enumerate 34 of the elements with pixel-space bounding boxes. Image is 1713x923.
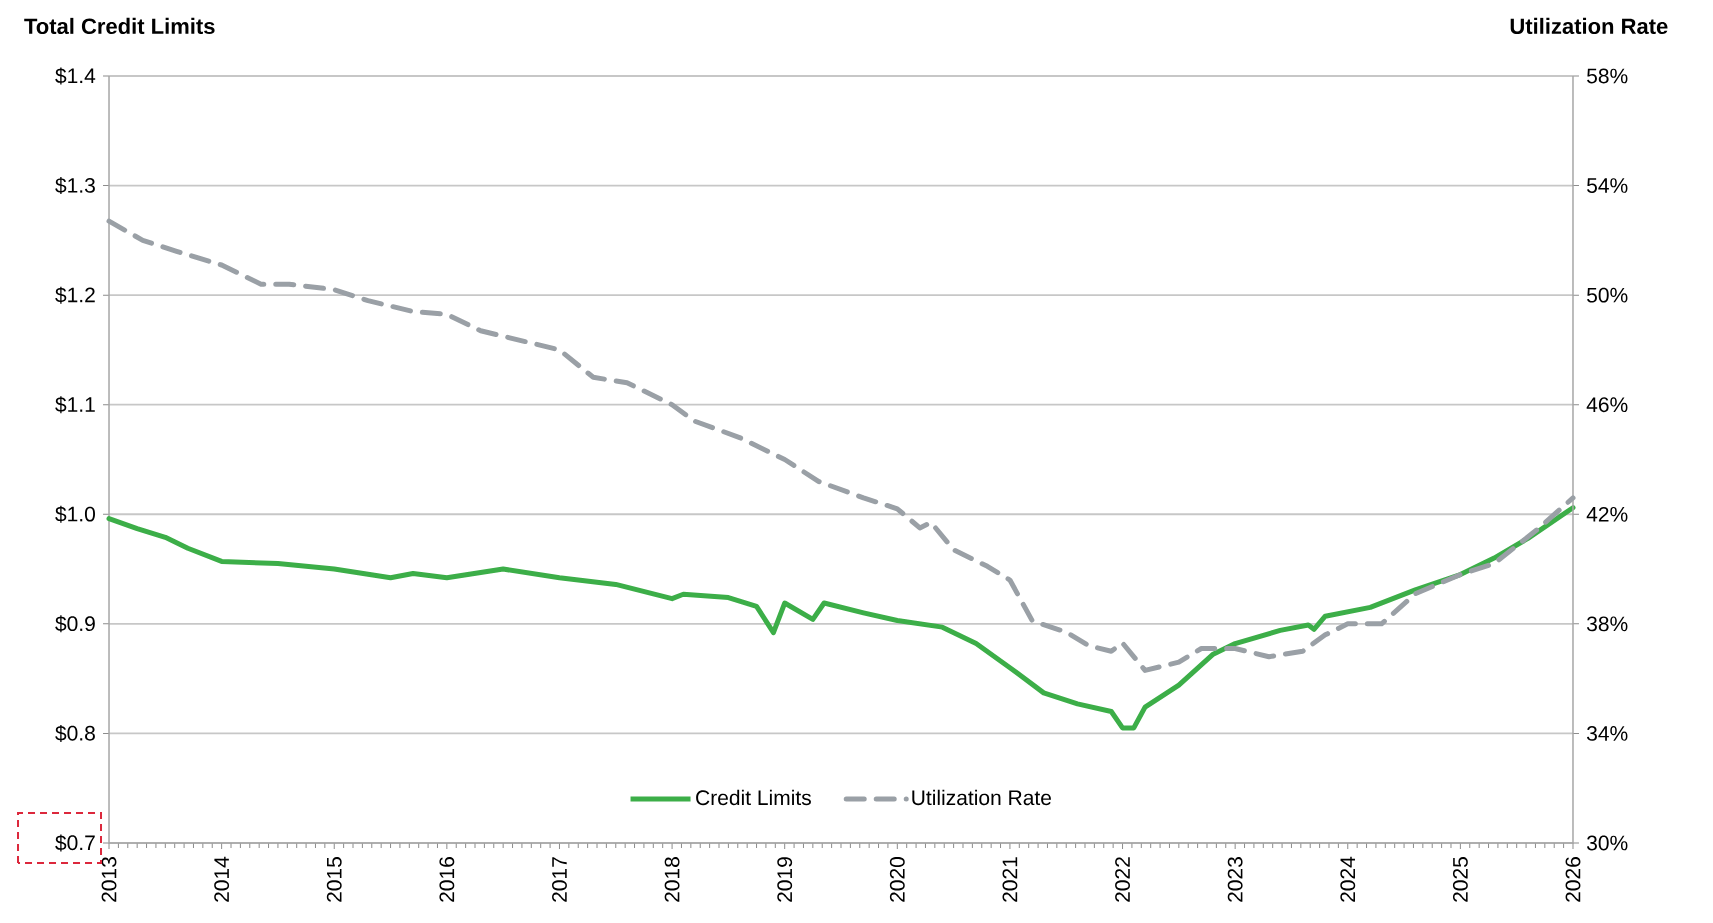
x-tick-label: 2025 bbox=[1452, 857, 1468, 902]
x-tick-label: 2013 bbox=[101, 857, 117, 902]
y-tick-label: $0.7 bbox=[55, 834, 95, 852]
x-tick-label: 2023 bbox=[1227, 857, 1243, 902]
x-tick-label: 2026 bbox=[1565, 857, 1581, 902]
y-axis-title: Total Credit Limits bbox=[24, 17, 215, 35]
y-tick-label: $0.9 bbox=[55, 615, 95, 633]
legend-label: Utilization Rate bbox=[912, 789, 1051, 806]
y2-tick-label: 58% bbox=[1587, 68, 1628, 84]
y2-tick-label: 50% bbox=[1587, 287, 1628, 303]
x-tick-label: 2014 bbox=[214, 856, 230, 902]
y2-axis-title: Utilization Rate bbox=[1510, 17, 1668, 35]
x-tick-label: 2024 bbox=[1340, 856, 1356, 902]
x-tick-label: 2022 bbox=[1115, 857, 1130, 902]
y2-tick-label: 38% bbox=[1586, 616, 1628, 632]
x-tick-label: 2018 bbox=[664, 857, 680, 902]
y-tick-label: $1.0 bbox=[55, 505, 95, 523]
y2-tick-label: 54% bbox=[1587, 178, 1628, 193]
y2-tick-label: 34% bbox=[1586, 725, 1628, 741]
x-tick-label: 2020 bbox=[889, 857, 905, 902]
x-tick-label: 2016 bbox=[439, 857, 455, 902]
x-tick-label: 2017 bbox=[552, 857, 567, 902]
y2-tick-label: 46% bbox=[1586, 397, 1628, 413]
legend-label: Credit Limits bbox=[696, 789, 811, 806]
y-tick-label: $1.2 bbox=[55, 286, 95, 304]
y-tick-label: $1.3 bbox=[55, 177, 95, 195]
x-tick-label: 2015 bbox=[326, 857, 342, 902]
y-tick-label: $0.8 bbox=[55, 724, 95, 742]
y-tick-label: $1.4 bbox=[55, 67, 96, 85]
y2-tick-label: 42% bbox=[1586, 506, 1628, 522]
x-tick-label: 2021 bbox=[1002, 857, 1018, 902]
y2-tick-label: 30% bbox=[1586, 835, 1628, 851]
y-tick-label: $1.1 bbox=[55, 396, 95, 414]
x-tick-label: 2019 bbox=[777, 857, 793, 902]
